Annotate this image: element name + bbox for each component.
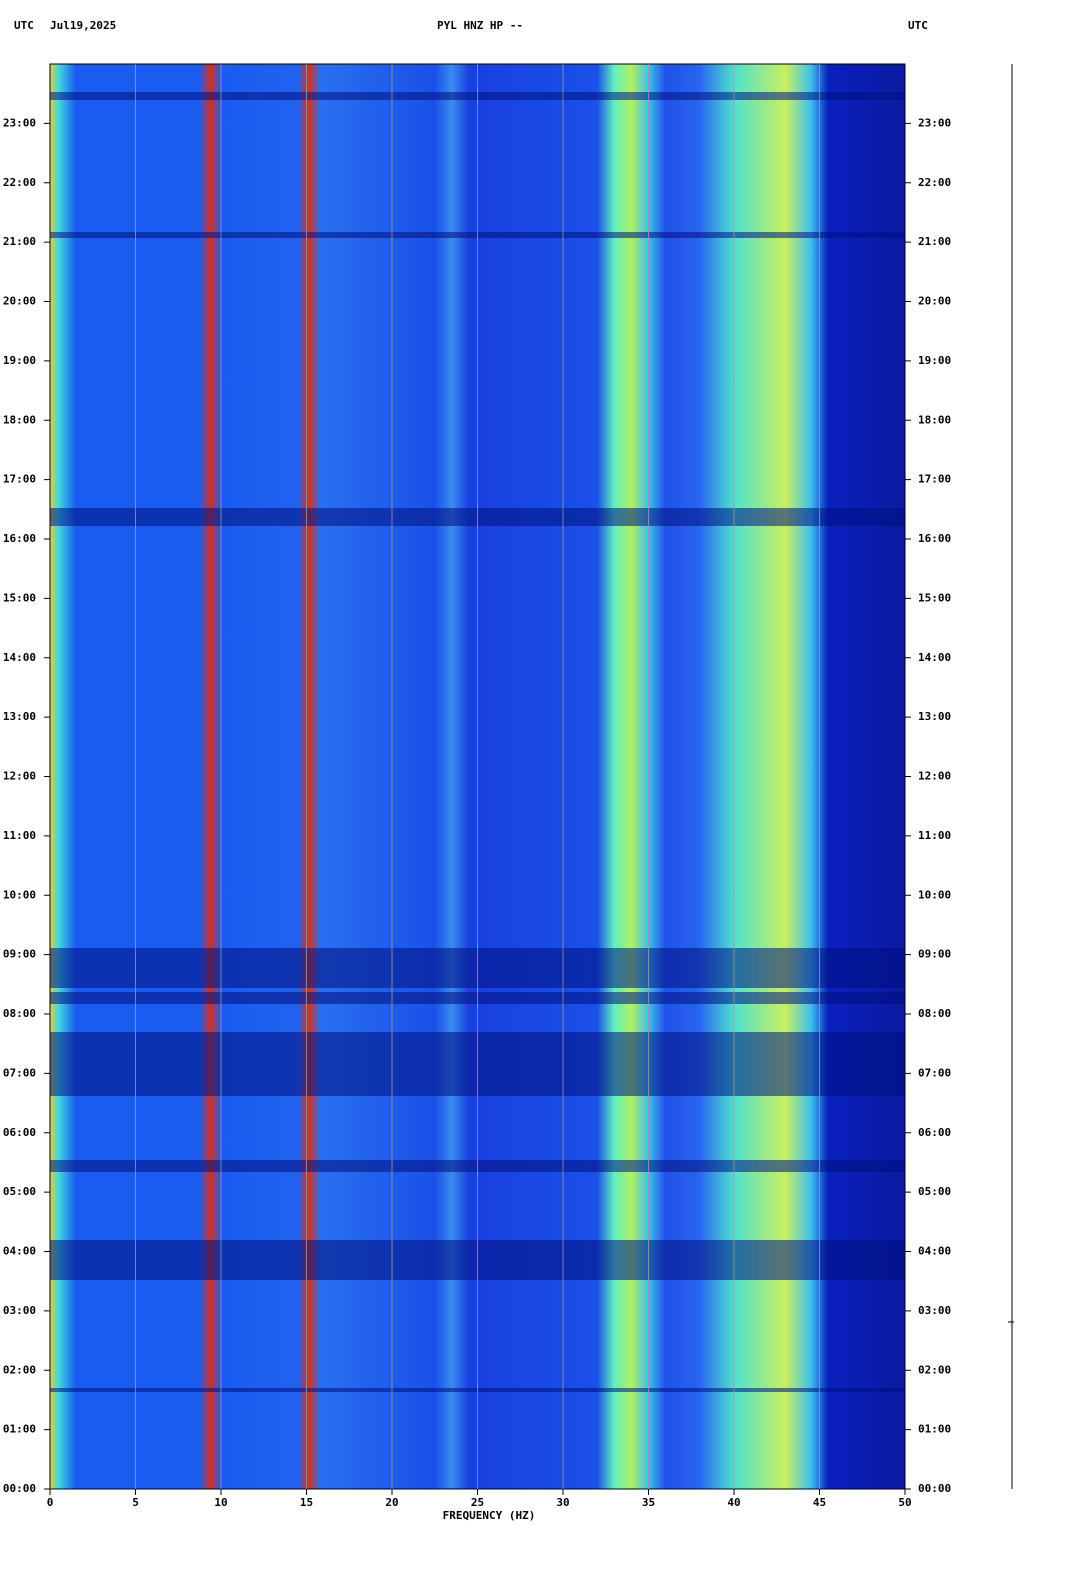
y-tick-label-right: 21:00 bbox=[918, 235, 951, 248]
x-tick-label: 30 bbox=[556, 1496, 569, 1509]
y-tick-label: 16:00 bbox=[3, 532, 36, 545]
y-tick-label: 11:00 bbox=[3, 829, 36, 842]
y-tick-label: 10:00 bbox=[3, 888, 36, 901]
y-tick-label: 03:00 bbox=[3, 1304, 36, 1317]
y-tick-label-right: 18:00 bbox=[918, 413, 951, 426]
y-tick-label: 18:00 bbox=[3, 413, 36, 426]
y-tick-label: 17:00 bbox=[3, 473, 36, 486]
y-tick-label-right: 05:00 bbox=[918, 1185, 951, 1198]
y-tick-label-right: 13:00 bbox=[918, 710, 951, 723]
y-tick-label: 05:00 bbox=[3, 1185, 36, 1198]
y-tick-label: 21:00 bbox=[3, 235, 36, 248]
y-tick-label-right: 14:00 bbox=[918, 651, 951, 664]
y-tick-label: 12:00 bbox=[3, 770, 36, 783]
x-tick-label: 0 bbox=[47, 1496, 54, 1509]
y-tick-label: 00:00 bbox=[3, 1482, 36, 1495]
y-tick-label-right: 07:00 bbox=[918, 1066, 951, 1079]
x-tick-label: 15 bbox=[300, 1496, 313, 1509]
y-tick-label: 22:00 bbox=[3, 176, 36, 189]
y-tick-label: 08:00 bbox=[3, 1007, 36, 1020]
y-tick-label: 13:00 bbox=[3, 710, 36, 723]
y-tick-label: 15:00 bbox=[3, 591, 36, 604]
y-tick-label: 14:00 bbox=[3, 651, 36, 664]
x-tick-label: 50 bbox=[898, 1496, 911, 1509]
y-tick-label-right: 03:00 bbox=[918, 1304, 951, 1317]
x-tick-label: 45 bbox=[813, 1496, 826, 1509]
x-tick-label: 10 bbox=[214, 1496, 227, 1509]
y-tick-label-right: 19:00 bbox=[918, 354, 951, 367]
y-tick-label-right: 06:00 bbox=[918, 1126, 951, 1139]
y-tick-label-right: 01:00 bbox=[918, 1423, 951, 1436]
y-tick-label-right: 12:00 bbox=[918, 770, 951, 783]
y-tick-label: 23:00 bbox=[3, 116, 36, 129]
y-tick-label: 19:00 bbox=[3, 354, 36, 367]
y-tick-label-right: 23:00 bbox=[918, 116, 951, 129]
x-tick-label: 35 bbox=[642, 1496, 655, 1509]
y-tick-label-right: 00:00 bbox=[918, 1482, 951, 1495]
right-utc: UTC bbox=[908, 19, 928, 32]
x-tick-label: 40 bbox=[727, 1496, 740, 1509]
y-tick-label-right: 20:00 bbox=[918, 295, 951, 308]
y-tick-label-right: 22:00 bbox=[918, 176, 951, 189]
y-tick-label: 01:00 bbox=[3, 1423, 36, 1436]
x-tick-label: 20 bbox=[385, 1496, 398, 1509]
chart-title: PYL HNZ HP -- bbox=[437, 19, 523, 32]
y-tick-label: 04:00 bbox=[3, 1245, 36, 1258]
y-tick-label-right: 10:00 bbox=[918, 888, 951, 901]
date: Jul19,2025 bbox=[50, 19, 116, 32]
y-tick-label: 07:00 bbox=[3, 1066, 36, 1079]
y-tick-label-right: 02:00 bbox=[918, 1363, 951, 1376]
y-tick-label-right: 04:00 bbox=[918, 1245, 951, 1258]
x-axis-label: FREQUENCY (HZ) bbox=[443, 1509, 536, 1522]
y-tick-label-right: 09:00 bbox=[918, 948, 951, 961]
x-tick-label: 25 bbox=[471, 1496, 484, 1509]
y-tick-label: 09:00 bbox=[3, 948, 36, 961]
x-tick-label: 5 bbox=[132, 1496, 139, 1509]
y-tick-label-right: 15:00 bbox=[918, 591, 951, 604]
y-tick-label-right: 08:00 bbox=[918, 1007, 951, 1020]
y-tick-label-right: 16:00 bbox=[918, 532, 951, 545]
y-tick-label-right: 17:00 bbox=[918, 473, 951, 486]
y-tick-label-right: 11:00 bbox=[918, 829, 951, 842]
y-tick-label: 02:00 bbox=[3, 1363, 36, 1376]
y-tick-label: 20:00 bbox=[3, 295, 36, 308]
left-utc: UTC bbox=[14, 19, 34, 32]
y-tick-label: 06:00 bbox=[3, 1126, 36, 1139]
